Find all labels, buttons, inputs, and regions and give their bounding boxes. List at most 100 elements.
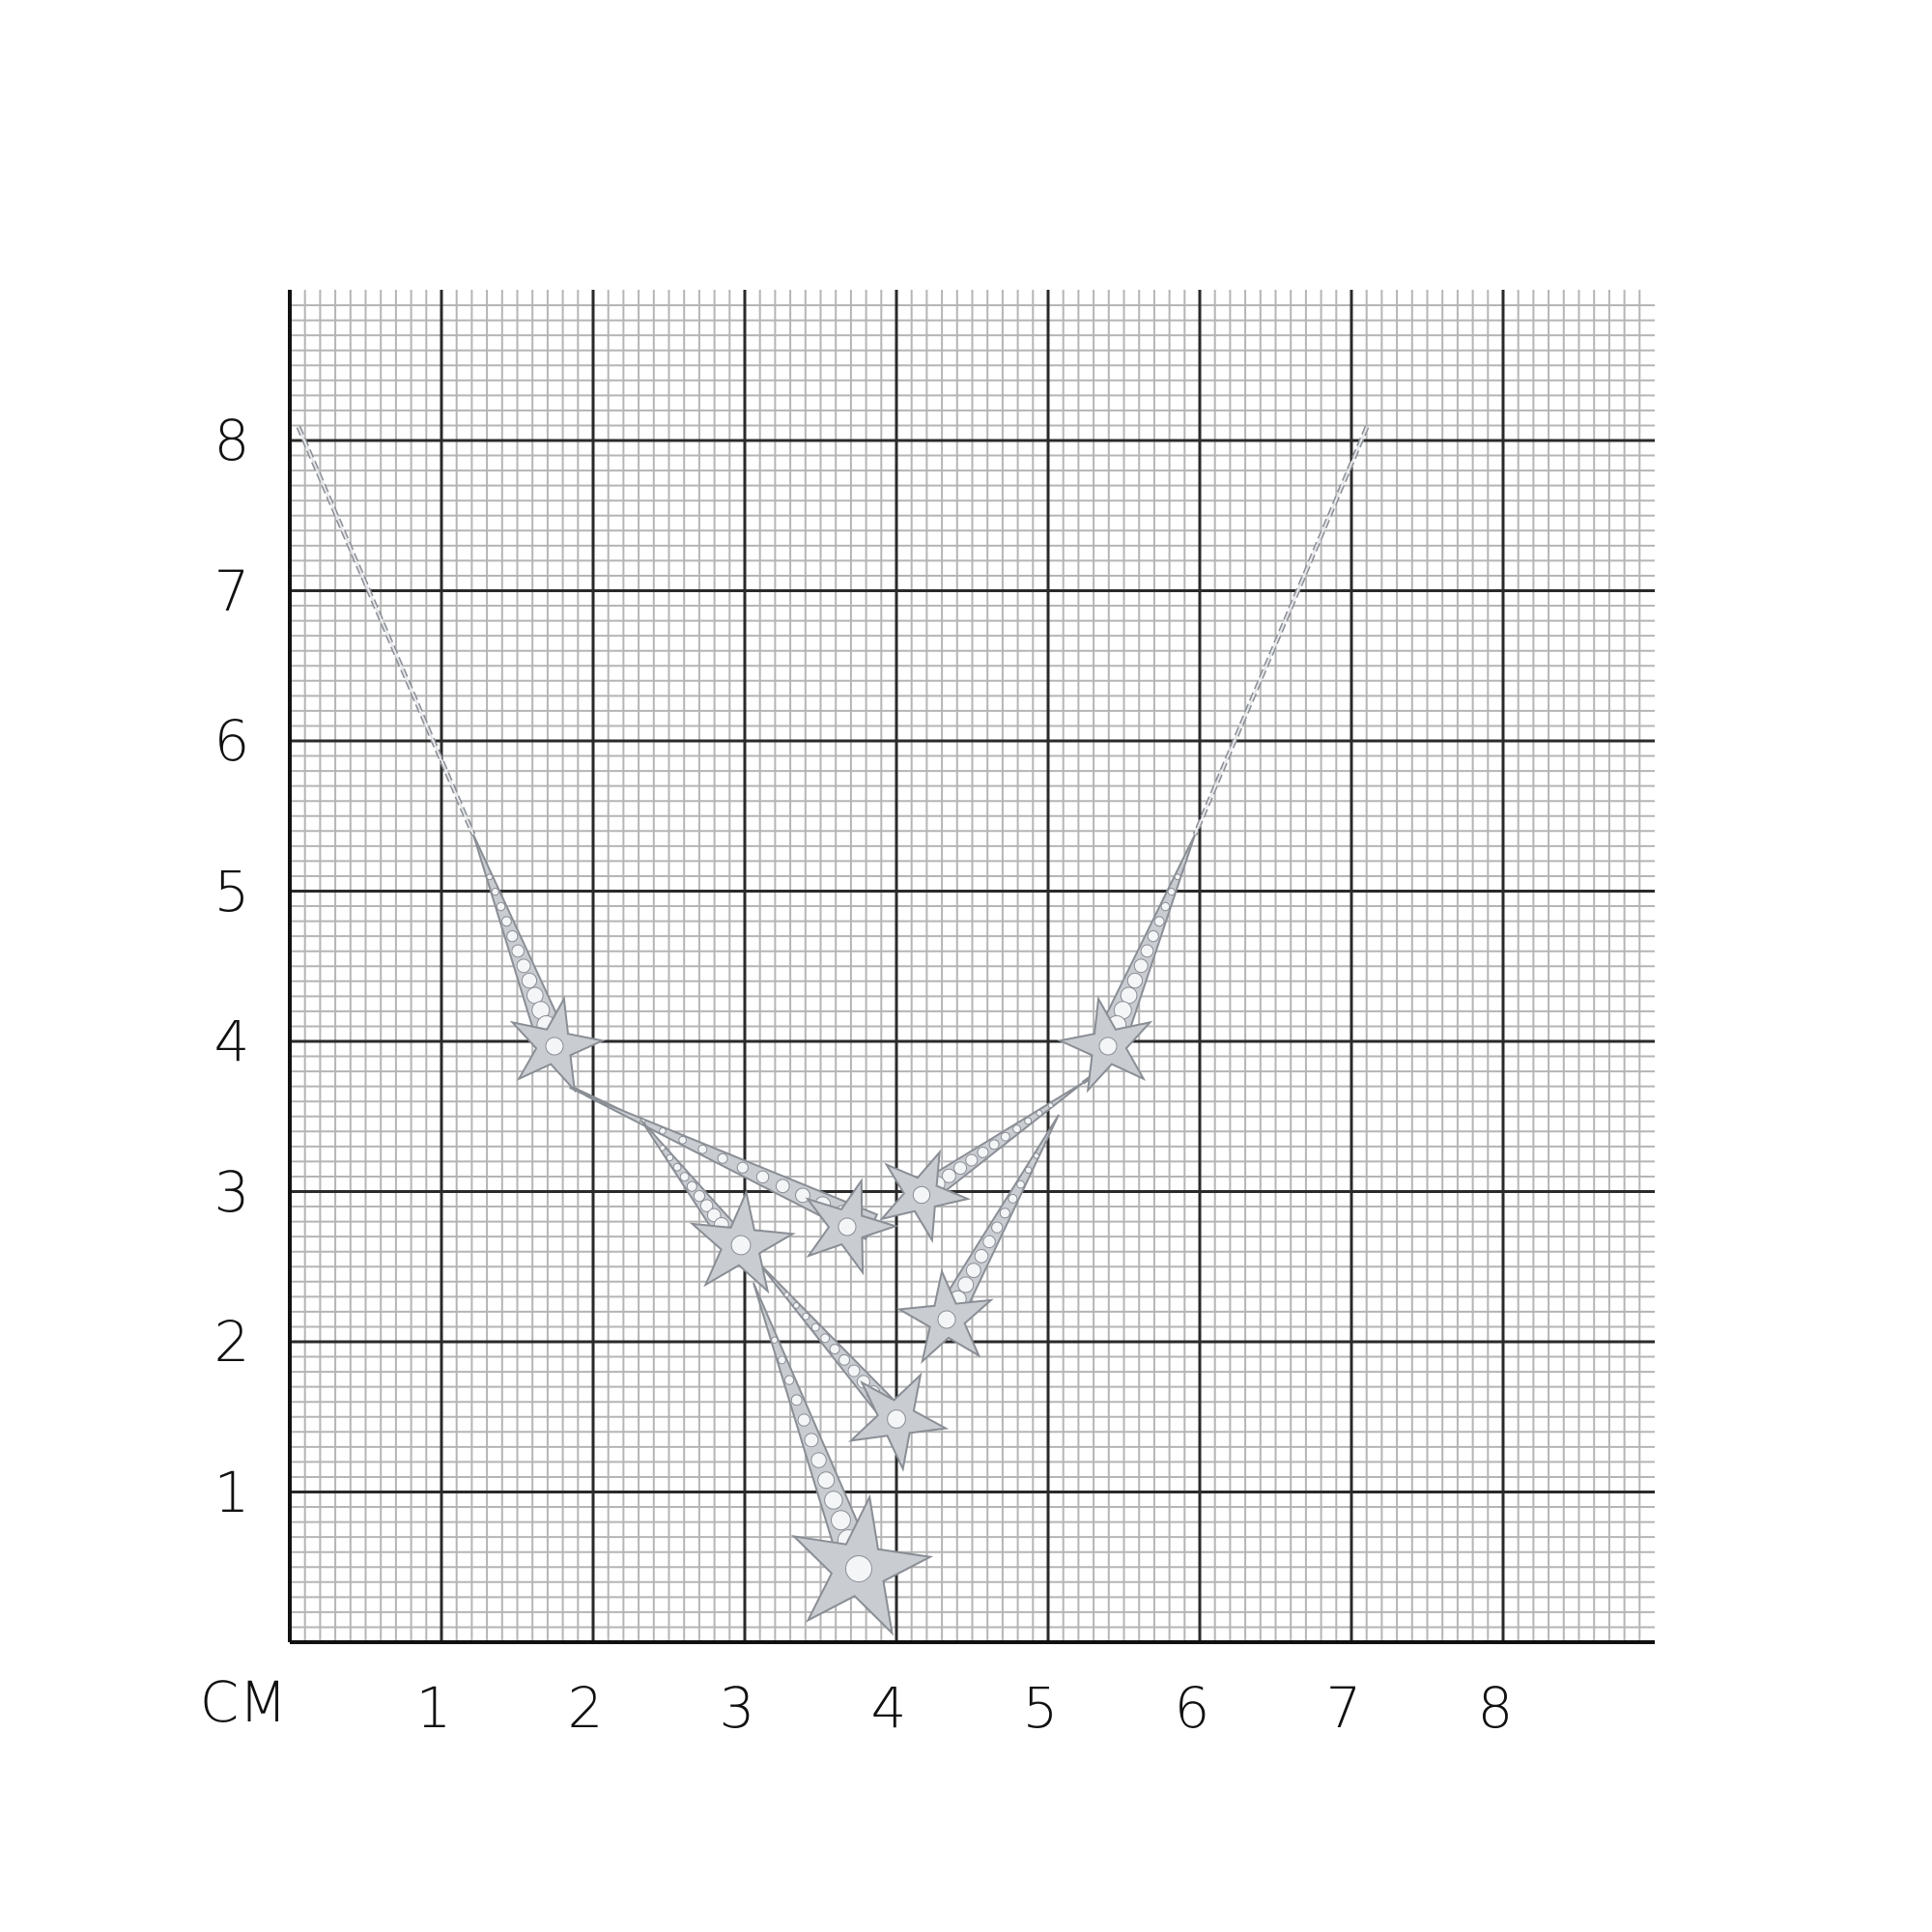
minor-grid-lines: [290, 290, 1655, 1642]
gem-stone: [783, 1375, 795, 1385]
gem-stone: [496, 901, 506, 912]
gem-stone: [810, 1322, 820, 1332]
y-tick-label: 4: [213, 1009, 250, 1074]
gem-stone: [829, 1344, 840, 1355]
gem-stone: [1016, 1179, 1025, 1189]
x-tick-label: 3: [719, 1675, 755, 1741]
gem-stone: [965, 1153, 979, 1167]
y-tick-label: 7: [213, 557, 250, 624]
gem-stone: [1008, 1193, 1018, 1204]
gem-stone: [736, 1161, 749, 1174]
y-tick-label: 6: [213, 708, 250, 774]
gem-stone: [659, 1145, 666, 1151]
chain-highlight: [298, 426, 474, 836]
gem-stone: [1147, 930, 1159, 943]
gem-stone: [1120, 986, 1138, 1005]
gem-stone: [792, 1302, 800, 1309]
gem-stone: [1033, 1152, 1039, 1159]
gem-stone: [755, 1170, 770, 1184]
gem-stone: [820, 1333, 831, 1344]
gem-stone: [941, 1168, 956, 1183]
gem-stone: [717, 1152, 728, 1164]
gem-stone: [912, 1185, 931, 1205]
gem-stone: [1174, 873, 1181, 881]
gem-stone: [697, 1144, 708, 1154]
gem-stone: [1036, 1109, 1043, 1117]
gem-stone: [775, 1179, 790, 1194]
gem-stone: [965, 1263, 981, 1279]
gem-stone: [511, 944, 525, 958]
gem-stone: [1012, 1124, 1021, 1134]
gem-stone: [672, 1162, 682, 1172]
gem-stone: [847, 1364, 861, 1378]
gem-stone: [817, 1471, 836, 1490]
gem-stone: [824, 1491, 843, 1510]
gem-stone: [1133, 958, 1149, 974]
gem-stone: [988, 1139, 1000, 1151]
gem-stone: [516, 958, 531, 974]
x-tick-label: 2: [567, 1675, 604, 1741]
gem-stone: [771, 1336, 779, 1344]
gem-stone: [693, 1189, 706, 1203]
gem-stone: [783, 1292, 790, 1298]
gem-stone: [982, 1235, 996, 1249]
gem-stone: [790, 1394, 803, 1406]
y-tick-label: 3: [213, 1158, 250, 1225]
gem-stone: [526, 986, 544, 1005]
gem-stone: [804, 1433, 819, 1448]
gem-stone: [795, 1187, 810, 1204]
gem-stone: [974, 1248, 989, 1264]
x-tick-label: 4: [870, 1675, 907, 1741]
gem-stone: [1140, 944, 1154, 958]
gem-stone: [1167, 888, 1176, 896]
necklace-image: [296, 426, 1370, 1636]
gem-stone: [1098, 1037, 1118, 1056]
gem-stone: [957, 1276, 975, 1293]
gem-stone: [730, 1235, 752, 1256]
x-tick-label: 6: [1174, 1675, 1210, 1741]
gem-stone: [999, 1208, 1010, 1219]
y-tick-label: 5: [213, 858, 250, 924]
gem-stone: [699, 1199, 714, 1212]
x-tick-label: 8: [1477, 1675, 1514, 1741]
gem-stone: [521, 972, 538, 989]
gem-stone: [991, 1221, 1004, 1234]
x-tick-label: 7: [1325, 1675, 1362, 1741]
gem-stone: [545, 1037, 564, 1056]
gem-stone: [1153, 916, 1165, 927]
gem-stone: [491, 888, 499, 896]
x-tick-label: 5: [1022, 1675, 1059, 1741]
gem-stone: [1024, 1166, 1033, 1175]
gem-stone: [838, 1217, 857, 1236]
gem-stone: [1000, 1131, 1010, 1142]
gem-stone: [937, 1310, 956, 1329]
gem-stone: [887, 1409, 906, 1429]
gem-stone: [953, 1161, 968, 1176]
gem-stone: [831, 1510, 851, 1531]
gem-stone: [1160, 901, 1171, 912]
x-tick-label: 1: [415, 1675, 452, 1741]
y-tick-label: 8: [213, 408, 250, 473]
gem-stone: [802, 1312, 810, 1321]
gem-stone: [845, 1555, 872, 1582]
gem-stone: [679, 1172, 690, 1182]
gem-stone: [678, 1135, 687, 1145]
y-tick-label: 2: [213, 1309, 250, 1375]
gem-stone: [486, 873, 494, 881]
gem-stone: [1126, 972, 1144, 989]
y-tick-label: 1: [213, 1459, 250, 1525]
gem-stone: [1024, 1117, 1033, 1125]
gem-stone: [778, 1355, 786, 1365]
gem-stone: [810, 1452, 827, 1468]
unit-label: CM: [199, 1669, 288, 1735]
chain-highlight: [1194, 426, 1368, 836]
major-grid-lines: [288, 290, 1655, 1644]
gem-stone: [977, 1146, 989, 1158]
gem-stone: [659, 1126, 667, 1135]
gem-stone: [797, 1413, 811, 1427]
gem-stone: [1047, 1102, 1054, 1109]
gem-stone: [686, 1180, 697, 1192]
gem-stone: [838, 1353, 851, 1366]
gem-stone: [666, 1153, 674, 1162]
